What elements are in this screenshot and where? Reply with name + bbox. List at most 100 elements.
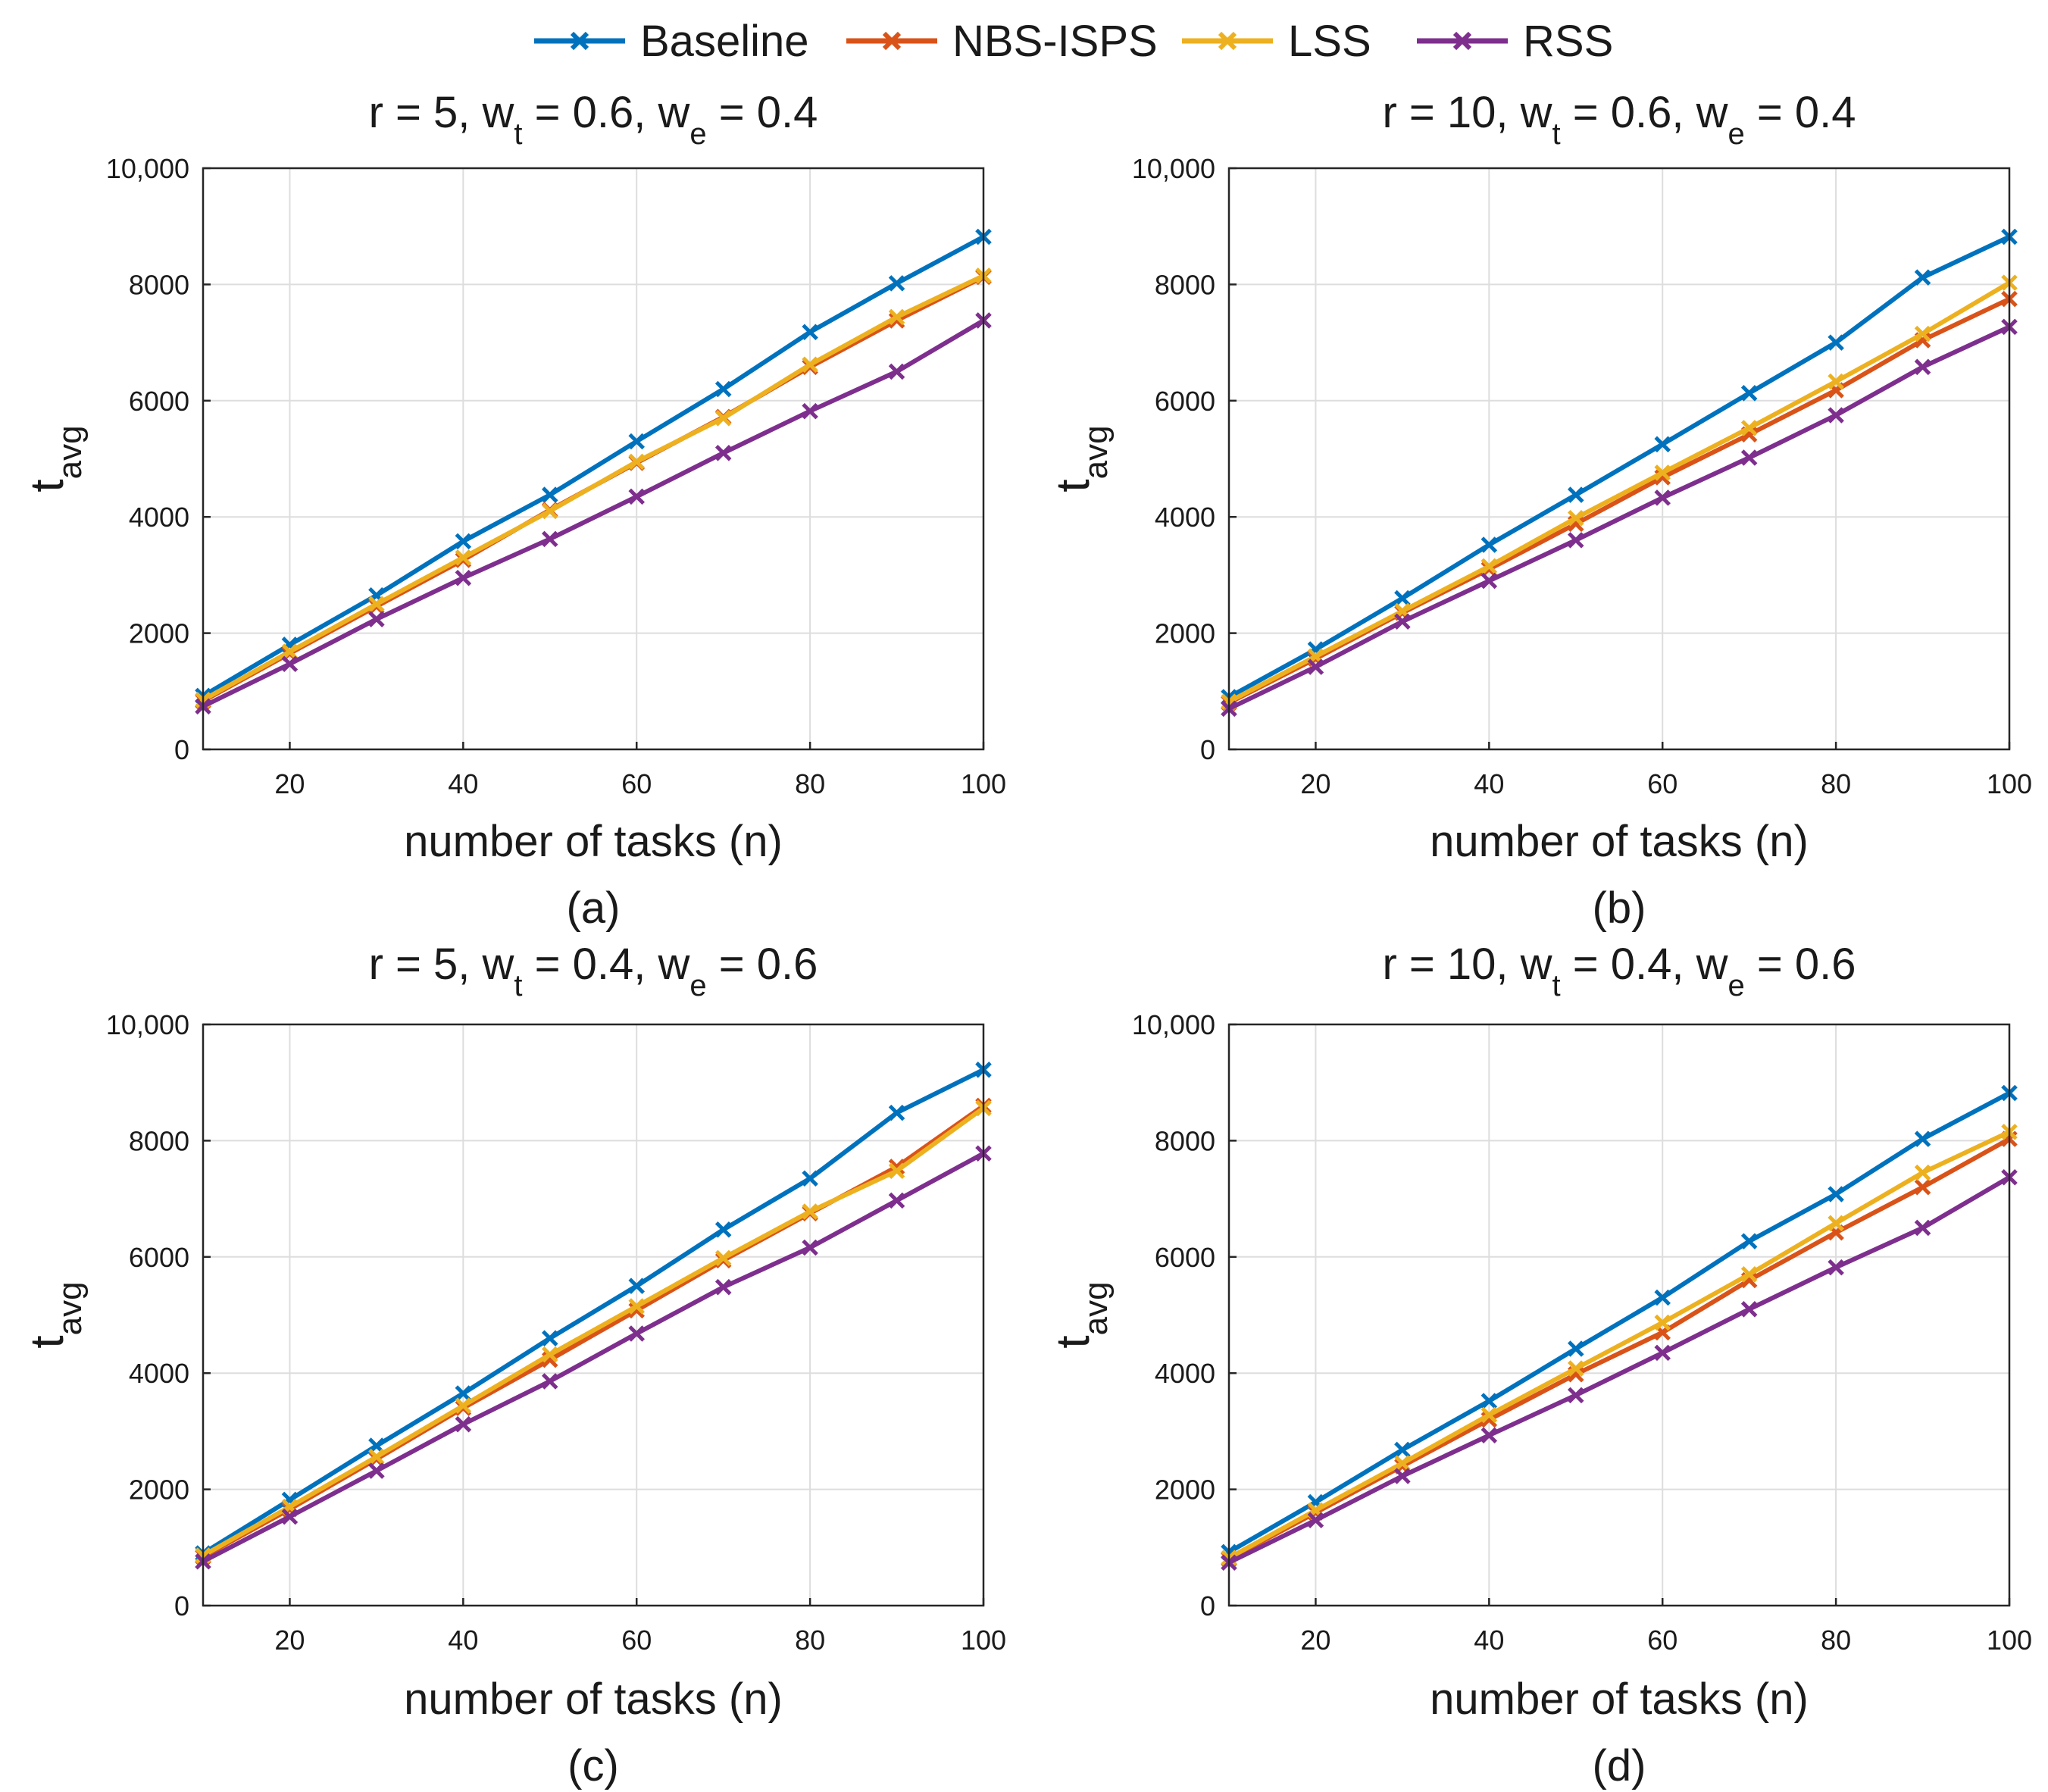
panel-b-line-baseline <box>1227 234 2011 699</box>
panel-d-xtick-label: 80 <box>1821 1625 1851 1656</box>
panel-c-xlabel: number of tasks (n) <box>404 1675 783 1724</box>
panel-d-point-baseline <box>1568 1340 1584 1357</box>
panel-b-point-lss <box>1654 464 1671 481</box>
panel-a-point-rss <box>281 655 299 673</box>
panel-d-xtick-label: 40 <box>1474 1625 1504 1656</box>
panel-b-point-rss <box>1914 358 1931 376</box>
panel-a-point-lss <box>281 643 299 660</box>
panel-b-plot-area <box>1229 168 2009 749</box>
panel-b-point-baseline <box>1654 436 1671 453</box>
panel-b-xlabel: number of tasks (n) <box>1430 817 1809 866</box>
panel-a-point-rss <box>368 611 385 627</box>
panel-a-point-lss <box>714 410 732 427</box>
panel-b-point-rss <box>1568 532 1584 549</box>
panel-b-line-rss <box>1227 324 2011 711</box>
panel-d-title: r = 10, wt = 0.4, we = 0.6 <box>1383 940 1856 1002</box>
panel-c-point-lss <box>888 1162 905 1180</box>
panel-d-axes-frame <box>1227 1023 2011 1607</box>
panel-c-label: (c) <box>567 1741 619 1790</box>
panel-b-ytick-label: 8000 <box>1155 269 1215 300</box>
panel-b-ytick-label: 2000 <box>1155 618 1215 649</box>
panel-a-point-lss <box>455 549 472 566</box>
panel-d-ytick-label: 0 <box>1200 1590 1215 1622</box>
panel-c-point-rss <box>714 1278 732 1296</box>
panel-d-point-lss <box>1654 1314 1671 1331</box>
panel-c-xtick-label: 40 <box>448 1625 478 1656</box>
panel-d-point-lss <box>1481 1406 1498 1424</box>
panel-c-title: r = 5, wt = 0.4, we = 0.6 <box>369 940 818 1002</box>
panel-b-point-baseline <box>1394 590 1411 607</box>
panel-d-point-lss <box>1394 1455 1411 1471</box>
panel-a-point-lss <box>542 502 558 520</box>
panel-c-point-rss <box>628 1325 645 1342</box>
panel-b-title-part: = 0.6, w <box>1561 88 1729 137</box>
panel-c-ytick-label: 6000 <box>129 1242 189 1273</box>
panel-d-label: (d) <box>1593 1741 1646 1790</box>
panel-c-point-rss <box>455 1415 472 1433</box>
legend-marker-baseline <box>570 31 589 51</box>
panel-c-point-lss <box>542 1346 558 1363</box>
panel-b-point-rss <box>1828 407 1844 424</box>
panel-d-point-baseline <box>1828 1186 1844 1202</box>
panel-c-title-part: = 0.6 <box>707 940 818 989</box>
panel-a-point-baseline <box>888 275 905 292</box>
panel-c-point-baseline <box>714 1221 732 1238</box>
panel-a-point-rss <box>628 488 645 505</box>
panel-a-line-lss <box>202 274 985 702</box>
panel-b-ylabel-main: t <box>1047 479 1099 492</box>
panel-b-point-baseline <box>1828 334 1844 351</box>
panel-c-title-part: t <box>514 969 522 1002</box>
panel-b-point-baseline <box>1740 385 1758 402</box>
panel-d-point-rss <box>1740 1301 1758 1318</box>
panel-b: 20 40 60 80 100 0 2000 4000 6000 8000 10,000 r = 10… <box>1047 88 2032 933</box>
panel-d-point-rss <box>1307 1512 1324 1529</box>
panel-d-title-part: e <box>1728 969 1745 1002</box>
panel-a-ytick-label: 6000 <box>129 386 189 417</box>
panel-a-xtick-label: 40 <box>448 768 478 799</box>
panel-b-point-baseline <box>1481 536 1498 553</box>
panel-c-point-rss <box>281 1508 299 1525</box>
panel-a-title-part: e <box>689 117 706 151</box>
legend-label-lss: LSS <box>1288 17 1371 66</box>
panel-b-ytick-label: 10,000 <box>1132 153 1215 184</box>
panel-d-xtick-label: 20 <box>1300 1625 1330 1656</box>
panel-a-axes-frame <box>202 167 985 751</box>
panel-c-ytick-label: 10,000 <box>106 1009 189 1040</box>
panel-b-xtick-label: 100 <box>1987 768 2032 799</box>
panel-c-point-rss <box>802 1239 818 1256</box>
legend: Baseline NBS-ISPS LSS RSS <box>534 17 1613 66</box>
panel-d: 20 40 60 80 100 0 2000 4000 6000 8000 10,000 r = 10… <box>1047 940 2032 1790</box>
panel-b-xtick-label: 40 <box>1474 768 1504 799</box>
panel-c-xtick-label: 60 <box>621 1625 652 1656</box>
panel-a-point-baseline <box>542 486 558 503</box>
panel-a-point-rss <box>802 402 818 420</box>
panel-a-line-baseline <box>202 234 985 698</box>
panel-d-ylabel-sub: avg <box>1077 1281 1115 1335</box>
panel-b-line-lss <box>1227 280 2011 704</box>
panel-b-point-lss <box>1740 420 1758 436</box>
panel-d-point-baseline <box>1740 1233 1758 1249</box>
panel-d-point-nbs-isps <box>1914 1178 1931 1196</box>
panel-d-title-part: = 0.6 <box>1745 940 1856 989</box>
panel-c-xtick-label: 100 <box>961 1625 1006 1656</box>
panel-d-title-part: r = 10, w <box>1383 940 1553 989</box>
legend-marker-nbs-isps <box>882 31 902 51</box>
panel-b-point-lss <box>1914 325 1931 342</box>
panel-d-plot-area <box>1229 1024 2009 1606</box>
legend-label-rss: RSS <box>1523 17 1613 66</box>
panel-d-ytick-label: 6000 <box>1155 1242 1215 1273</box>
panel-d-ytick-label: 4000 <box>1155 1358 1215 1389</box>
legend-entry-rss: RSS <box>1417 17 1613 66</box>
panel-b-title-part: r = 10, w <box>1383 88 1553 137</box>
panel-a-ylabel: tavg <box>21 425 89 492</box>
panel-d-ylabel: tavg <box>1047 1281 1115 1348</box>
panel-c-ylabel-main: t <box>21 1335 73 1348</box>
panel-c-point-lss <box>802 1203 818 1220</box>
panel-a-ytick-label: 8000 <box>129 269 189 300</box>
panel-c-ytick-label: 0 <box>174 1590 189 1622</box>
panel-c-point-rss <box>368 1462 385 1479</box>
panel-a-ytick-label: 0 <box>174 734 189 765</box>
panel-b-point-lss <box>1568 509 1584 527</box>
panel-b-title-part: = 0.4 <box>1745 88 1856 137</box>
